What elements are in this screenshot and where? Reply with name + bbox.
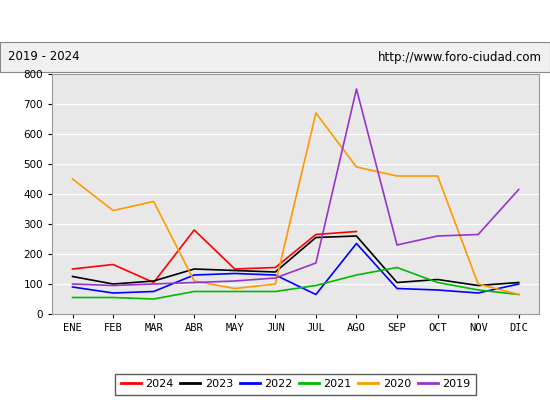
Text: Evolucion Nº Turistas Nacionales en el municipio de Yésero: Evolucion Nº Turistas Nacionales en el m…: [31, 13, 519, 29]
Text: http://www.foro-ciudad.com: http://www.foro-ciudad.com: [378, 50, 542, 64]
Text: 2019 - 2024: 2019 - 2024: [8, 50, 80, 64]
Legend: 2024, 2023, 2022, 2021, 2020, 2019: 2024, 2023, 2022, 2021, 2020, 2019: [115, 374, 476, 395]
